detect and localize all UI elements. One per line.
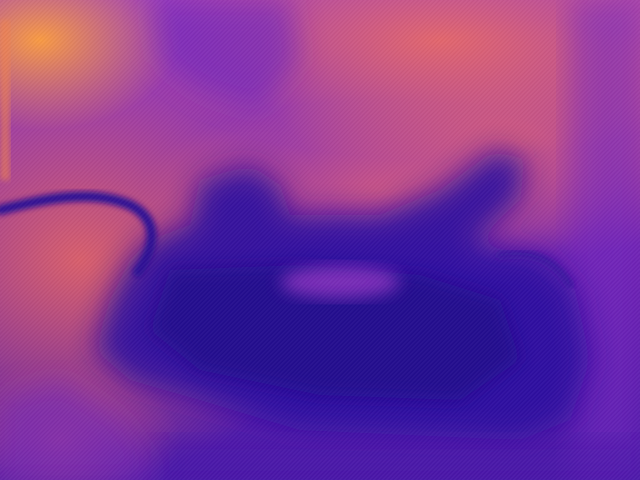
cable: [0, 191, 157, 277]
lower-left-shadow: [0, 380, 160, 480]
cold-object-core: [150, 265, 520, 400]
warm-gap: [280, 266, 400, 298]
cool-region-top: [150, 0, 300, 110]
left-edge-strip: [0, 20, 10, 180]
cool-region-right: [570, 0, 640, 480]
cable-right: [496, 250, 574, 289]
lower-band: [160, 440, 640, 480]
